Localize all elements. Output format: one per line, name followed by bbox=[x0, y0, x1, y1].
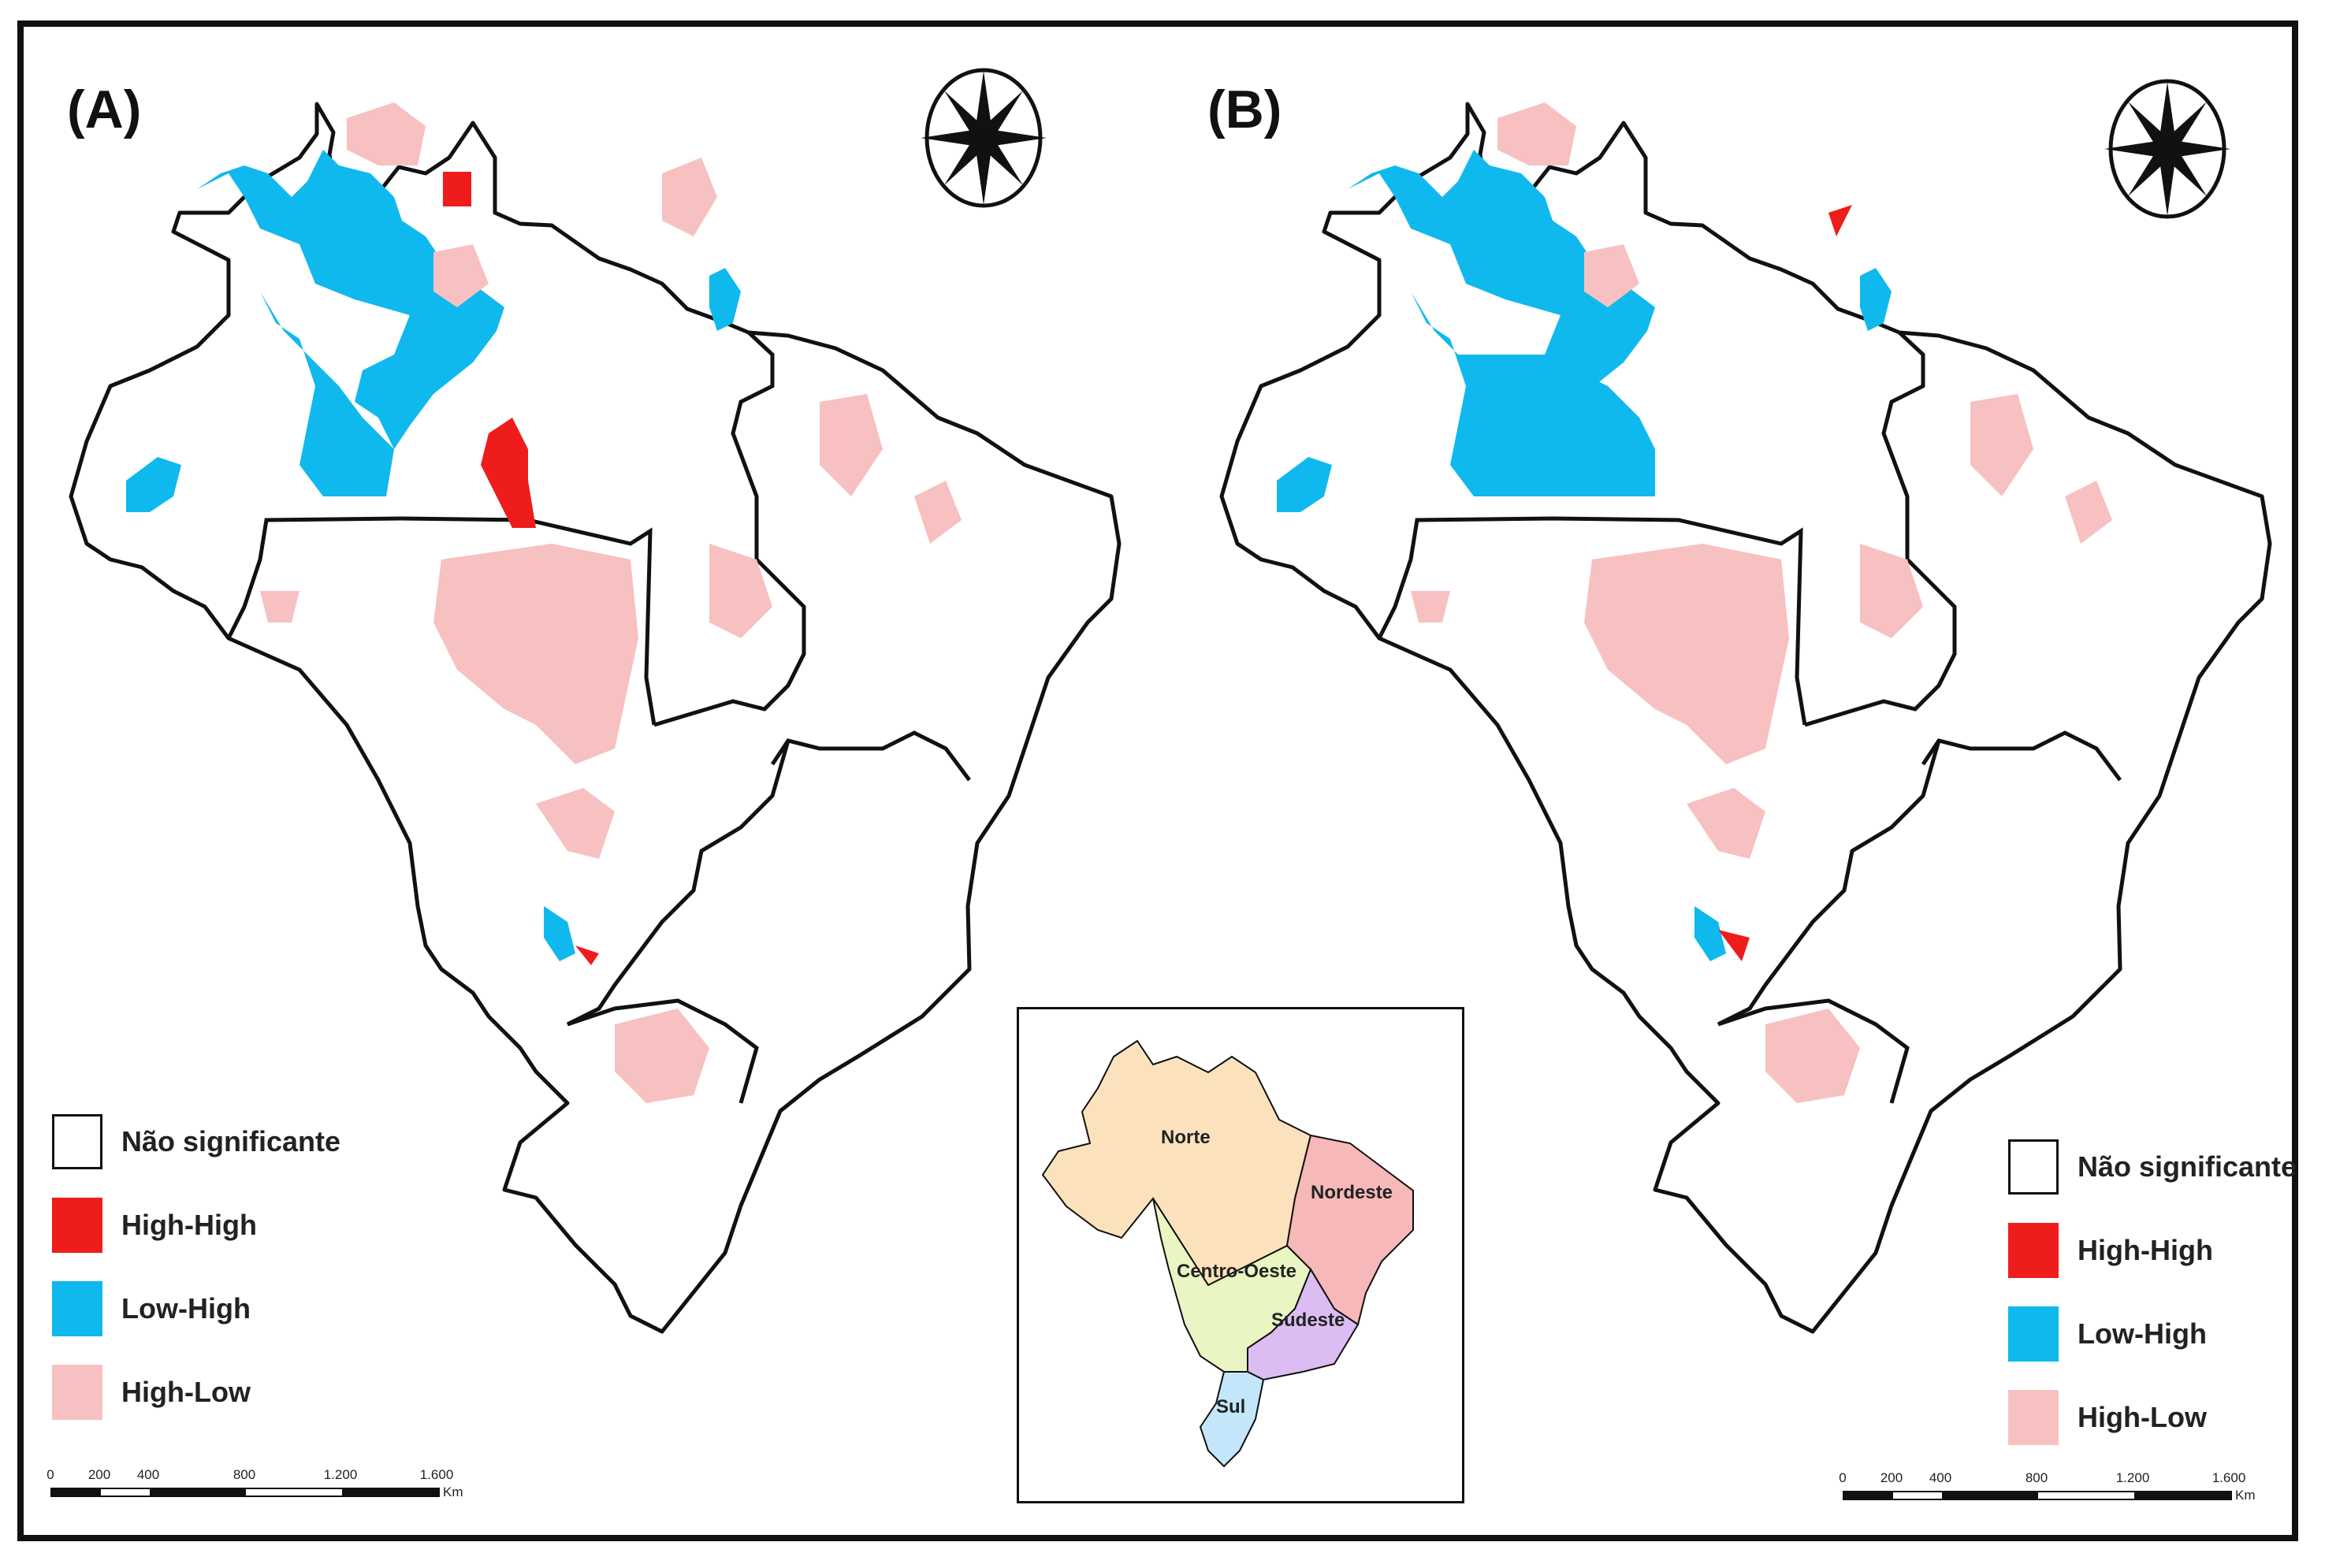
region-border-centro-sudeste bbox=[1717, 740, 1941, 1027]
legend-swatch bbox=[52, 1198, 102, 1253]
legend-item-high-high: High-High bbox=[52, 1183, 340, 1267]
high-high-clusters bbox=[1718, 205, 1852, 961]
region-border-sul bbox=[567, 998, 759, 1104]
legend-swatch bbox=[2008, 1223, 2059, 1278]
inset-label-sudeste: Sudeste bbox=[1271, 1310, 1345, 1331]
region-border-norte-centro bbox=[1377, 516, 1807, 726]
legend-panel-b: Não significante High-High Low-High High… bbox=[2008, 1125, 2297, 1459]
legend-item-high-high: High-High bbox=[2008, 1209, 2297, 1292]
legend-item-high-low: High-Low bbox=[52, 1351, 340, 1434]
legend-item-nao-significante: Não significante bbox=[52, 1100, 340, 1183]
legend-swatch bbox=[2008, 1306, 2059, 1362]
legend-item-nao-significante: Não significante bbox=[2008, 1125, 2297, 1209]
high-low-clusters bbox=[1411, 102, 2112, 1103]
inset-label-nordeste: Nordeste bbox=[1311, 1182, 1393, 1203]
panel-a-label: (A) bbox=[67, 80, 142, 139]
panel-b-label: (B) bbox=[1207, 80, 1282, 139]
region-border-centro-sudeste bbox=[566, 740, 790, 1027]
north-arrow-icon bbox=[921, 68, 1047, 208]
low-high-clusters bbox=[126, 150, 741, 961]
inset-regions-map: Norte Nordeste Centro-Oeste Sudeste Sul bbox=[1017, 1007, 1464, 1503]
region-border-sul bbox=[1717, 998, 1910, 1104]
north-arrow-icon bbox=[2104, 79, 2230, 219]
legend-swatch bbox=[52, 1114, 102, 1169]
inset-label-norte: Norte bbox=[1161, 1127, 1211, 1148]
legend-swatch bbox=[2008, 1390, 2059, 1445]
legend-swatch bbox=[2008, 1139, 2059, 1195]
legend-item-low-high: Low-High bbox=[52, 1267, 340, 1351]
legend-swatch bbox=[52, 1365, 102, 1420]
inset-label-centro-oeste: Centro-Oeste bbox=[1177, 1261, 1296, 1282]
legend-item-high-low: High-Low bbox=[2008, 1376, 2297, 1459]
legend-item-low-high: Low-High bbox=[2008, 1292, 2297, 1376]
inset-label-sul: Sul bbox=[1216, 1396, 1245, 1418]
high-low-clusters bbox=[260, 102, 962, 1103]
scale-bar-b: 0 200 400 800 1.200 1.600 Km bbox=[1839, 1470, 2256, 1503]
inset-region-sul bbox=[1199, 1371, 1265, 1468]
map-panel-b bbox=[1219, 102, 2272, 1334]
low-high-clusters bbox=[1277, 150, 1892, 961]
scale-bar-a: 0 200 400 800 1.200 1.600 Km bbox=[46, 1467, 463, 1499]
legend-swatch bbox=[52, 1281, 102, 1336]
map-panel-a bbox=[69, 102, 1122, 1334]
region-border-norte-centro bbox=[226, 516, 657, 726]
legend-panel-a: Não significante High-High Low-High High… bbox=[52, 1100, 340, 1434]
inset-map: Norte Nordeste Centro-Oeste Sudeste Sul bbox=[1041, 1039, 1414, 1468]
